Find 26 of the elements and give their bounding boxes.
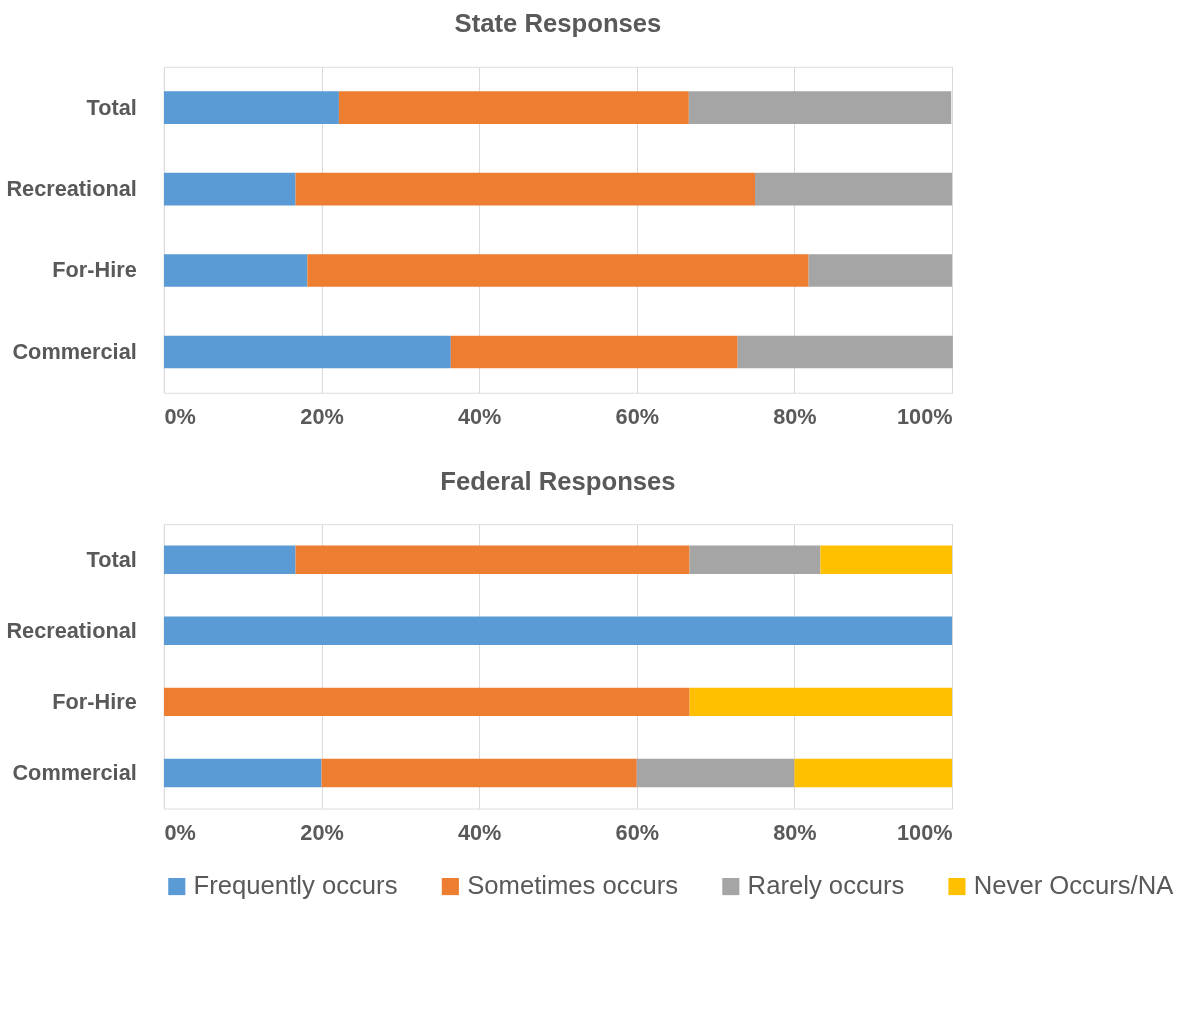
y-tick-label: Total [86, 546, 137, 572]
x-tick-label: 60% [615, 403, 660, 429]
y-tick-label: For-Hire [52, 688, 137, 714]
y-tick-label: Commercial [12, 759, 137, 785]
y-tick-label: For-Hire [52, 257, 137, 283]
x-tick-label: 80% [773, 403, 817, 429]
y-tick-label: Recreational [6, 176, 137, 201]
x-tick-label: 100% [896, 819, 953, 845]
x-tick-label: 40% [457, 819, 502, 845]
x-tick-label: 60% [615, 819, 660, 845]
y-tick-label: Recreational [6, 617, 137, 643]
x-tick-label: 0% [164, 403, 196, 429]
legend-label: Frequently occurs [193, 871, 398, 900]
x-tick-label: 100% [896, 403, 953, 429]
y-tick-label: Commercial [12, 338, 137, 364]
legend-label: Sometimes occurs [467, 871, 679, 900]
y-tick-label: Total [86, 94, 137, 120]
legend-label: Never Occurs/NA [973, 871, 1175, 900]
x-tick-label: 20% [300, 403, 344, 429]
x-tick-label: 20% [300, 819, 344, 845]
x-tick-label: 0% [164, 819, 196, 845]
chart-title: State Responses [454, 9, 662, 38]
x-tick-label: 80% [773, 819, 817, 845]
legend-label: Rarely occurs [747, 871, 905, 900]
chart-title: Federal Responses [440, 466, 676, 495]
x-tick-label: 40% [457, 403, 502, 429]
